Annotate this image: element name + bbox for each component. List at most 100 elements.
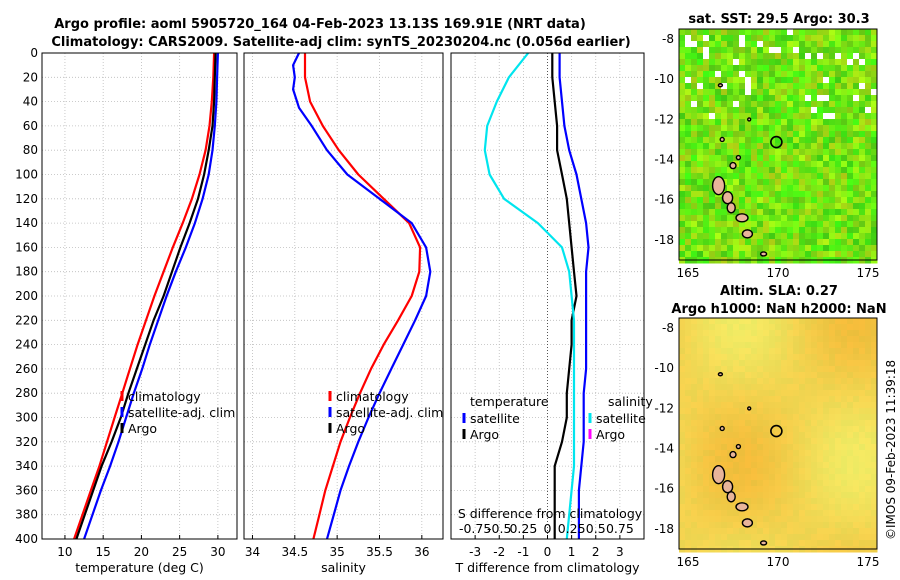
map-cell (691, 444, 698, 451)
map-cell (859, 173, 866, 180)
map-cell (835, 324, 842, 331)
map-cell (859, 131, 866, 138)
map-cell (865, 456, 872, 463)
map-cell (739, 432, 746, 439)
map-cell (727, 408, 734, 415)
map-cell (715, 89, 722, 96)
map-cell (853, 155, 860, 162)
island (726, 202, 736, 214)
map-cell (859, 137, 866, 144)
map-cell (841, 384, 848, 391)
map-cell (697, 167, 704, 174)
map-cell (751, 522, 758, 529)
map-cell (871, 155, 878, 162)
map-cell (757, 432, 764, 439)
map-cell (781, 492, 788, 499)
map-cell (751, 197, 758, 204)
map-cell (871, 450, 878, 457)
map-cell (817, 408, 824, 415)
map-cell (823, 221, 830, 228)
map-cell (823, 101, 830, 108)
map-cell (823, 47, 830, 54)
map-cell (763, 462, 770, 469)
map-cell (691, 504, 698, 511)
map-cell (757, 420, 764, 427)
legend-label: Argo (336, 421, 365, 436)
map-cell (685, 318, 692, 325)
map-cell (685, 336, 692, 343)
series-t-argo (551, 53, 578, 539)
island (717, 372, 724, 377)
map-cell (817, 336, 824, 343)
map-cell (799, 209, 806, 216)
map-cell (841, 155, 848, 162)
map-cell (733, 203, 740, 210)
map-cell (769, 125, 776, 132)
map-cell (829, 324, 836, 331)
map-cell (811, 366, 818, 373)
map-cell (817, 426, 824, 433)
map-cell (703, 251, 710, 258)
map-cell (745, 251, 752, 258)
map-cell (703, 414, 710, 421)
map-cell (721, 408, 728, 415)
map-cell (745, 384, 752, 391)
map-cell (847, 384, 854, 391)
map-cell (715, 354, 722, 361)
map-cell (685, 324, 692, 331)
map-cell (859, 510, 866, 517)
map-cell (871, 89, 878, 96)
map-cell (709, 89, 716, 96)
map-cell (697, 221, 704, 228)
map-cell (811, 83, 818, 90)
map-cell (829, 414, 836, 421)
map-cell (751, 161, 758, 168)
map-cell (871, 372, 878, 379)
map-cell (793, 486, 800, 493)
map-cell (751, 101, 758, 108)
map-cell (733, 53, 740, 60)
map-cell (757, 354, 764, 361)
map-cell (727, 534, 734, 541)
map-cell (781, 486, 788, 493)
legend-label: Argo (596, 427, 625, 442)
map-cell (721, 342, 728, 349)
map-cell (697, 348, 704, 355)
map-cell (775, 468, 782, 475)
map-cell (835, 29, 842, 36)
map-cell (805, 131, 812, 138)
map-cell (865, 360, 872, 367)
map-cell (871, 360, 878, 367)
map-cell (757, 510, 764, 517)
map-cell (805, 396, 812, 403)
map-cell (805, 41, 812, 48)
map-cell (781, 366, 788, 373)
map-cell (847, 342, 854, 349)
map-cell (805, 59, 812, 66)
map-cell (763, 197, 770, 204)
map-cell (727, 29, 734, 36)
map-cell (817, 83, 824, 90)
map-cell (841, 101, 848, 108)
map-cell (847, 426, 854, 433)
map-cell (823, 155, 830, 162)
map-cell (781, 83, 788, 90)
map-cell (853, 540, 860, 547)
map-cell (805, 330, 812, 337)
map-cell (823, 95, 830, 102)
map-cell (829, 107, 836, 114)
map-cell (799, 336, 806, 343)
map-cell (841, 227, 848, 234)
map-cell (727, 396, 734, 403)
map-cell (835, 245, 842, 252)
map-cell (787, 396, 794, 403)
map-cell (679, 372, 686, 379)
map-cell (769, 173, 776, 180)
map-cell (721, 29, 728, 36)
map-cell (829, 227, 836, 234)
map-cell (823, 191, 830, 198)
map-cell (817, 197, 824, 204)
map-cell (763, 215, 770, 222)
map-cell (721, 125, 728, 132)
map-cell (841, 239, 848, 246)
